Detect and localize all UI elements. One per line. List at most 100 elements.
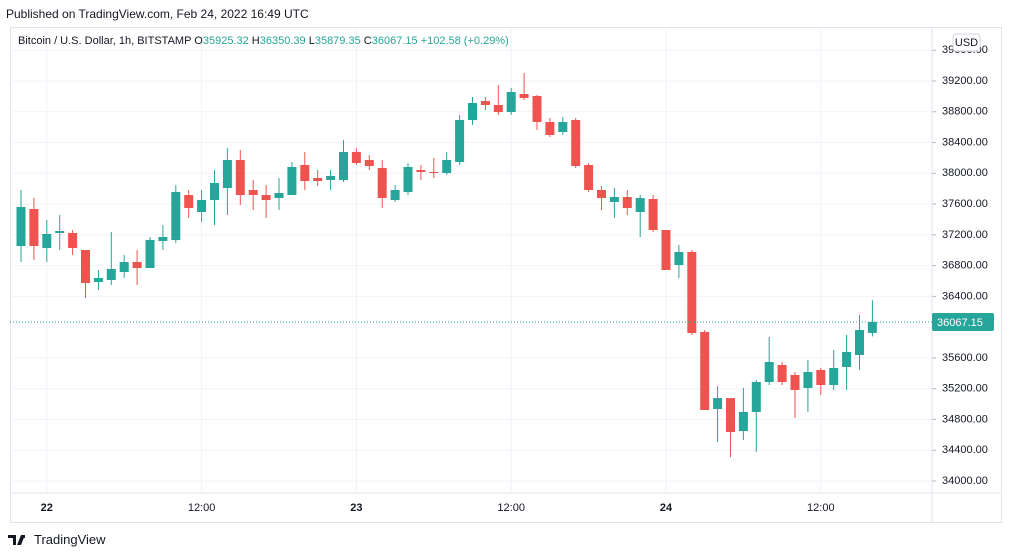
candle-body [468,103,477,120]
candle-body [416,170,426,172]
candle-body [339,152,348,180]
candle-body [106,269,116,280]
candle-body [648,199,658,230]
candle-body [738,412,748,431]
price-change: +102.58 (+0.29%) [420,35,509,47]
symbol-legend: Bitcoin / U.S. Dollar, 1h, BITSTAMP O359… [18,35,509,47]
candle-body [184,195,194,208]
y-tick-label: 37600.00 [942,198,988,210]
candle-body [351,152,361,163]
candle-body [93,278,103,282]
candle-body [377,168,387,198]
x-tick-label: 12:00 [807,502,835,514]
y-tick-label: 34000.00 [942,475,988,487]
candle-body [480,101,490,105]
candle-body [558,122,568,132]
y-tick-label: 37200.00 [942,229,988,241]
candle-body [16,207,26,246]
last-price-label: 36067.15 [937,317,983,329]
ohlc-value: 36067.15 [371,35,418,47]
candle-body [68,233,78,248]
currency-label: USD [955,37,978,49]
candle-body [235,160,245,195]
y-tick-label: 38400.00 [942,136,988,148]
candle-body [855,330,864,355]
candle-body [274,193,284,198]
candle-body [597,190,606,198]
y-tick-label: 36400.00 [942,290,988,302]
y-tick-label: 35600.00 [942,352,988,364]
candle-body [210,183,219,200]
candle-body [867,321,877,333]
x-tick-label: 22 [41,502,53,514]
candle-body [803,372,813,388]
brand-logo [8,534,25,545]
candle-body [545,122,555,135]
candle-body [313,178,323,181]
candle-body [700,332,710,410]
candle-body [403,167,413,192]
candle-body [519,94,529,98]
ohlc-value: 36350.39 [259,35,306,47]
candle-body [261,195,271,200]
y-tick-label: 38000.00 [942,167,988,179]
candle-body [532,96,542,122]
ohlc-letter: L [308,35,315,47]
candle-body [674,252,684,265]
candle-body [42,234,52,248]
candle-body [790,375,800,390]
chart-frame [10,27,1002,523]
candle-body [829,368,839,385]
candle-body [455,120,465,162]
published-note: Published on TradingView.com, Feb 24, 20… [6,7,309,21]
last-price-badge [932,312,994,331]
ohlc-letter: C [363,35,372,47]
candle-body [248,190,258,195]
currency-badge [952,33,981,52]
y-tick-label: 39200.00 [942,75,988,87]
candle-body [287,167,297,195]
candle-body [571,120,581,166]
candle-body [609,197,619,202]
candle-body [132,262,142,268]
candle-body [300,165,310,181]
candle-body [29,209,39,246]
candle-body [429,172,439,173]
ohlc-value: 35879.35 [314,35,361,47]
candle-body [661,230,671,270]
ohlc-letter: H [251,35,260,47]
candle-body [81,250,90,283]
candle-body [158,237,168,241]
candle-body [442,160,452,173]
x-tick-label: 24 [660,502,673,514]
candle-body [751,382,761,412]
candle-body [726,398,735,432]
candle-body [145,240,155,268]
y-tick-label: 34800.00 [942,413,988,425]
candle-body [777,365,787,382]
ohlc-letter: O [194,35,203,47]
y-tick-label: 38800.00 [942,106,988,118]
y-tick-label: 36800.00 [942,260,988,272]
candle-body [713,398,723,409]
candle-body [390,190,400,200]
x-tick-label: 12:00 [188,502,216,514]
candle-body [842,352,852,367]
candle-body [622,197,632,208]
candle-body [222,160,232,188]
candle-body [197,200,207,212]
brand-name: TradingView [34,532,106,547]
candle-body [816,370,826,385]
candle-body [119,262,129,272]
candle-body [584,165,594,190]
candle-body [364,160,374,166]
candle-body [493,105,503,112]
candle-body [764,362,774,382]
y-tick-label: 34400.00 [942,444,988,456]
candle-body [506,92,516,112]
candle-body [687,252,697,333]
x-tick-label: 12:00 [497,502,525,514]
candle-body [55,231,65,233]
